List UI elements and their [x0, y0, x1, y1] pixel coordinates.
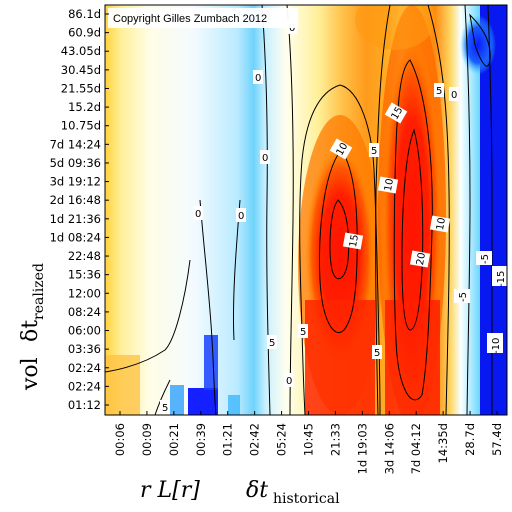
contour-label-m5a: -5 [458, 292, 469, 302]
cold-spot-1 [188, 388, 218, 415]
y-axis-label: vol δt realized [18, 263, 47, 391]
y-tick-label: 12:00 [68, 286, 101, 300]
contour-label-10b: 10 [435, 217, 448, 231]
x-tick-label: 10:45 [302, 423, 316, 456]
x-axis-label-main: r L[r] [140, 478, 200, 503]
y-tick-label: 01:12 [68, 398, 101, 412]
copyright-text: Copyright Gilles Zumbach 2012 [113, 13, 267, 25]
y-tick-label: 86.1d [68, 7, 101, 21]
contour-label-m15: -15 [496, 271, 507, 287]
y-tick-label: 06:00 [68, 324, 101, 338]
y-tick-label: 21.55d [61, 81, 101, 95]
x-tick-label: 7d 04:12 [409, 423, 423, 474]
contour-label-15b: 15 [348, 234, 361, 248]
contour-labels: 10 15 15 20 10 10 5 5 5 5 5 5 0 [160, 20, 507, 414]
contour-label-20: 20 [415, 252, 428, 266]
x-tick-label: 00:39 [194, 423, 208, 456]
x-axis: 00:06 00:09 00:21 00:39 01:21 02:42 05:24 10:45… [113, 411, 504, 474]
warm-top [355, 5, 435, 50]
y-axis: 86.1d 60.9d 43.05d 30.45d 21.55d 15.2d 10.75d 7… [50, 7, 109, 412]
contour-label-m5b: -5 [480, 254, 491, 264]
y-tick-label: 02:24 [68, 379, 101, 393]
y-tick-label: 22:48 [68, 249, 101, 263]
y-axis-label-delta: δt [18, 320, 43, 342]
plot-frame [104, 4, 508, 416]
copyright-box [108, 8, 298, 28]
cold-spot-2 [204, 335, 218, 390]
y-axis-label-sub: realized [31, 263, 47, 320]
x-tick-label: 14:35d [436, 423, 450, 463]
x-tick-label: 57.4d [490, 423, 504, 456]
y-tick-label: 03:36 [68, 342, 101, 356]
cold-spot-4 [228, 395, 240, 415]
contour-label-0e: 0 [238, 211, 244, 222]
y-tick-label: 3d 19:12 [50, 175, 101, 189]
contour-label-0b: 0 [255, 73, 261, 84]
heatmap-area: 10 15 15 20 10 10 5 5 5 5 5 5 0 [105, 5, 507, 415]
x-axis-label-sub: historical [273, 491, 340, 507]
contour-label-10c: 10 [383, 178, 396, 192]
y-axis-label-main: vol [18, 357, 43, 391]
y-tick-label: 60.9d [68, 26, 101, 40]
y-tick-label: 30.45d [61, 63, 101, 77]
x-tick-label: 00:09 [140, 423, 154, 456]
warm-left-bottom [105, 355, 140, 415]
x-tick-label: 1d 19:03 [355, 423, 369, 474]
contour-label-0f: 0 [286, 376, 292, 387]
y-tick-label: 15.2d [68, 100, 101, 114]
contour-label-m10: -10 [491, 338, 502, 354]
y-tick-label: 7d 14:24 [50, 137, 101, 151]
y-tick-label: 5d 09:36 [50, 156, 101, 170]
x-tick-label: 02:42 [248, 423, 262, 456]
x-tick-label: 05:24 [275, 423, 289, 456]
y-tick-label: 02:24 [68, 361, 101, 375]
x-tick-label: 00:21 [167, 423, 181, 456]
y-tick-label: 08:24 [68, 305, 101, 319]
y-tick-label: 1d 21:36 [50, 212, 101, 226]
y-tick-label: 1d 08:24 [50, 230, 101, 244]
y-tick-label: 2d 16:48 [50, 193, 101, 207]
hot-region-right-bottom [385, 300, 440, 415]
contour-label-0g: 0 [451, 90, 457, 101]
y-tick-label: 10.75d [61, 119, 101, 133]
cold-spot-3 [170, 385, 184, 415]
contour-label-5e: 5 [162, 403, 168, 414]
x-axis-label: r L[r] δt historical [140, 478, 340, 507]
hot-region-left-bottom [305, 300, 375, 415]
y-tick-label: 15:36 [68, 268, 101, 282]
x-tick-label: 21:33 [328, 423, 342, 456]
contour-label-5b: 5 [374, 348, 380, 359]
contour-label-5f: 5 [436, 86, 442, 97]
x-axis-label-delta: δt [246, 478, 268, 503]
contour-label-5d: 5 [300, 327, 306, 338]
x-tick-label: 01:21 [221, 423, 235, 456]
cold-spot-top-right [460, 15, 496, 75]
x-tick-label: 3d 14:06 [382, 423, 396, 474]
contour-label-0c: 0 [262, 153, 268, 164]
contour-label-0a: 0 [289, 23, 295, 34]
contour-label-5a: 5 [371, 146, 377, 157]
x-tick-label: 28.7d [463, 423, 477, 456]
contour-label-0d: 0 [195, 209, 201, 220]
contour-label-5c: 5 [269, 338, 275, 349]
x-tick-label: 00:06 [113, 423, 127, 456]
y-tick-label: 43.05d [61, 44, 101, 58]
